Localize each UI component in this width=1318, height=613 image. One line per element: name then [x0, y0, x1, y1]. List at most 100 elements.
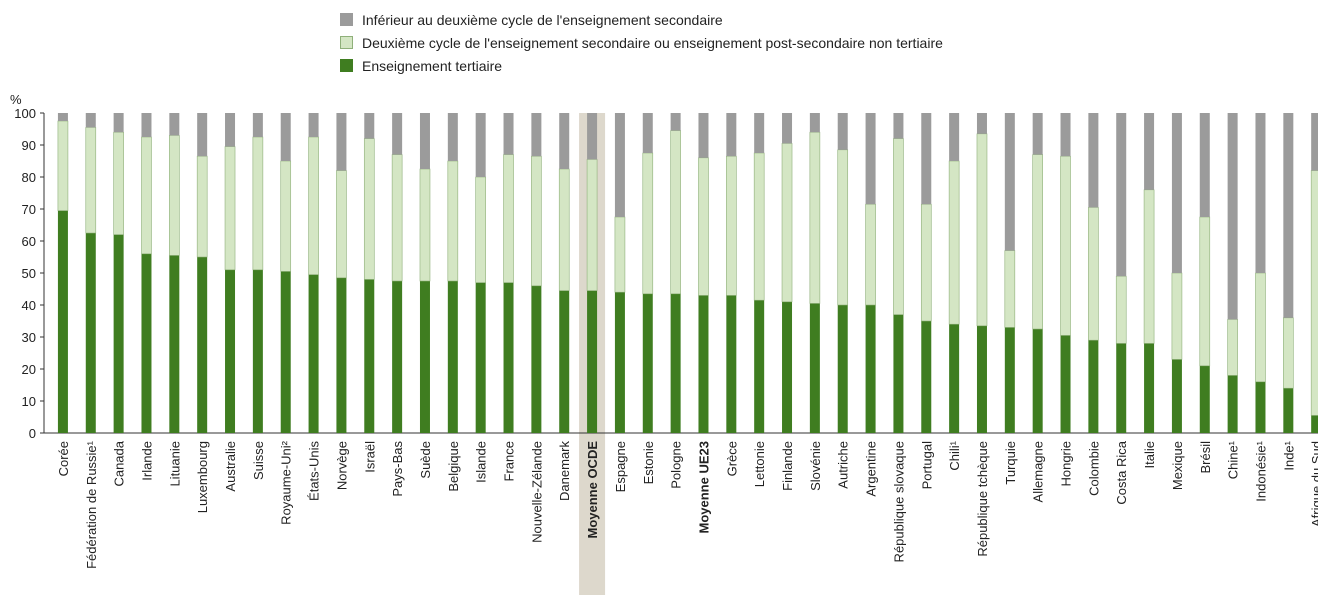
- bar-tertiary: [782, 301, 793, 433]
- legend-item-lower-secondary: Inférieur au deuxième cycle de l'enseign…: [340, 8, 943, 31]
- bar-tertiary: [419, 281, 430, 433]
- bar-lower-secondary: [726, 113, 737, 157]
- bar-lower-secondary: [1199, 113, 1210, 217]
- y-tick-label: 90: [22, 138, 36, 153]
- x-category-label: Islande: [474, 441, 489, 483]
- x-category-label: Suisse: [251, 441, 266, 480]
- bar-upper-secondary: [642, 152, 654, 295]
- bar-tertiary: [113, 234, 124, 433]
- bar-upper-secondary: [1143, 189, 1155, 344]
- x-category-label: Lituanie: [167, 441, 182, 487]
- y-tick-label: 60: [22, 234, 36, 249]
- x-category-label: Indonésie¹: [1253, 440, 1268, 501]
- x-category-label: Colombie: [1086, 441, 1101, 496]
- bar-upper-secondary: [753, 152, 765, 301]
- bar-lower-secondary: [921, 113, 932, 205]
- bar-tertiary: [475, 282, 486, 433]
- bar-tertiary: [559, 290, 570, 433]
- x-category-label: Italie: [1142, 441, 1157, 468]
- bar-tertiary: [169, 255, 180, 433]
- x-category-label: République tchèque: [975, 441, 990, 557]
- x-category-label: Luxembourg: [195, 441, 210, 513]
- bar-tertiary: [1060, 335, 1071, 433]
- bar-tertiary: [587, 290, 598, 433]
- chart-legend: Inférieur au deuxième cycle de l'enseign…: [340, 8, 943, 77]
- bar-upper-secondary: [113, 131, 124, 235]
- x-category-label: Australie: [223, 441, 238, 492]
- x-category-label: Costa Rica: [1114, 440, 1129, 504]
- bar-upper-secondary: [1060, 155, 1071, 336]
- bar-tertiary: [670, 293, 681, 433]
- bar-tertiary: [85, 233, 96, 433]
- bar-tertiary: [976, 325, 987, 433]
- bar-lower-secondary: [1171, 113, 1182, 273]
- bar-tertiary: [392, 281, 403, 433]
- x-category-label: Argentine: [864, 441, 879, 497]
- bar-lower-secondary: [782, 113, 793, 144]
- bar-upper-secondary: [948, 160, 960, 325]
- bar-upper-secondary: [1115, 275, 1127, 344]
- x-category-label: Afrique du Sud: [1309, 441, 1318, 527]
- bar-lower-secondary: [85, 113, 96, 128]
- y-tick-label: 50: [22, 266, 36, 281]
- bar-tertiary: [531, 285, 542, 433]
- bar-lower-secondary: [893, 113, 904, 139]
- x-category-label: Fédération de Russie¹: [84, 440, 99, 569]
- x-category-label: Mexique: [1170, 441, 1185, 490]
- bar-upper-secondary: [447, 160, 459, 282]
- bar-upper-secondary: [1227, 319, 1238, 376]
- x-category-label: Pays-Bas: [390, 441, 405, 497]
- bar-lower-secondary: [57, 113, 68, 121]
- bar-lower-secondary: [252, 113, 263, 137]
- bar-tertiary: [1144, 343, 1155, 433]
- bar-upper-secondary: [1088, 207, 1099, 341]
- x-category-label: Allemagne: [1031, 441, 1046, 502]
- bar-upper-secondary: [726, 155, 737, 296]
- bar-lower-secondary: [809, 113, 820, 133]
- bar-upper-secondary: [586, 159, 598, 291]
- bar-lower-secondary: [475, 113, 486, 177]
- bar-lower-secondary: [1227, 113, 1238, 320]
- legend-swatch-tertiary: [340, 59, 353, 72]
- bar-tertiary: [837, 305, 848, 433]
- legend-item-upper-secondary: Deuxième cycle de l'enseignement seconda…: [340, 31, 943, 54]
- bar-lower-secondary: [419, 113, 430, 169]
- bar-tertiary: [364, 279, 375, 433]
- x-category-label: États-Unis: [307, 441, 322, 501]
- bar-upper-secondary: [85, 127, 97, 234]
- bar-lower-secondary: [1255, 113, 1266, 273]
- bar-upper-secondary: [169, 135, 180, 256]
- x-category-label: Portugal: [919, 441, 934, 490]
- bar-lower-secondary: [865, 113, 876, 205]
- x-category-label: Lettonie: [752, 441, 767, 487]
- bar-lower-secondary: [1116, 113, 1127, 277]
- y-tick-label: 0: [29, 426, 36, 441]
- bar-upper-secondary: [614, 216, 626, 293]
- bar-lower-secondary: [1004, 113, 1015, 251]
- bar-tertiary: [1255, 381, 1266, 433]
- bar-tertiary: [280, 271, 291, 433]
- bar-upper-secondary: [1004, 250, 1016, 328]
- legend-label-upper-secondary: Deuxième cycle de l'enseignement seconda…: [362, 34, 943, 51]
- bar-tertiary: [865, 305, 876, 433]
- legend-swatch-lower-secondary: [340, 13, 353, 26]
- x-category-label: Canada: [112, 440, 127, 486]
- y-tick-label: 80: [22, 170, 36, 185]
- x-category-label: Royaume-Uni²: [279, 440, 294, 524]
- bar-upper-secondary: [503, 154, 514, 283]
- bar-tertiary: [1032, 329, 1043, 433]
- bar-lower-secondary: [1032, 113, 1043, 155]
- x-category-label: Autriche: [836, 441, 851, 489]
- bar-lower-secondary: [392, 113, 403, 155]
- bar-lower-secondary: [949, 113, 960, 161]
- legend-swatch-upper-secondary: [340, 36, 353, 49]
- bar-tertiary: [447, 281, 458, 433]
- bar-upper-secondary: [670, 130, 681, 295]
- bar-lower-secondary: [169, 113, 180, 136]
- bar-tertiary: [57, 210, 68, 433]
- y-tick-label: 100: [14, 106, 36, 121]
- y-axis-label: %: [10, 92, 22, 107]
- y-tick-label: 40: [22, 298, 36, 313]
- bar-lower-secondary: [280, 113, 291, 161]
